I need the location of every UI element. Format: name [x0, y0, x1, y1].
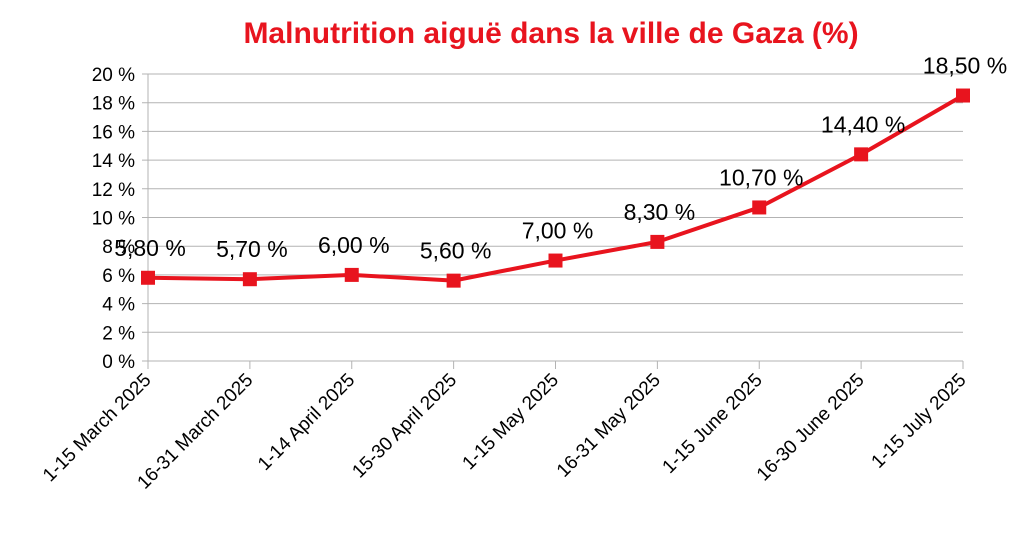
y-tick-label: 8 %: [102, 237, 135, 258]
data-label: 6,00 %: [318, 232, 390, 258]
x-tick-label: 16-30 June 2025: [753, 370, 869, 486]
y-tick-label: 14 %: [92, 151, 135, 172]
data-label: 18,50 %: [923, 53, 1007, 79]
x-tick-label: 1-15 July 2025: [868, 370, 971, 473]
gridlines: [142, 73, 963, 362]
y-tick-label: 12 %: [92, 180, 135, 201]
data-point-marker: [344, 267, 359, 282]
x-tick-label: 1-15 June 2025: [659, 370, 767, 478]
data-point-marker: [650, 234, 665, 249]
data-point-marker: [956, 88, 970, 103]
x-tick-label: 1-14 April 2025: [254, 370, 359, 475]
y-tick-label: 10 %: [92, 209, 135, 230]
axes: [147, 74, 964, 369]
y-tick-label: 16 %: [92, 122, 135, 143]
y-tick-label: 2 %: [102, 323, 135, 344]
data-label: 5,60 %: [420, 238, 492, 264]
x-tick-label: 16-31 May 2025: [553, 370, 665, 482]
data-point-marker: [548, 253, 563, 268]
y-tick-label: 6 %: [102, 266, 135, 287]
data-point-marker: [242, 272, 257, 287]
data-label: 10,70 %: [719, 164, 803, 190]
x-tick-label: 16-31 March 2025: [134, 370, 258, 494]
y-tick-label: 18 %: [92, 94, 135, 115]
y-tick-label: 20 %: [92, 65, 135, 86]
data-label: 8,30 %: [624, 199, 696, 225]
data-point-marker: [752, 200, 767, 215]
y-tick-label: 4 %: [102, 295, 135, 316]
x-tick-label: 15-30 April 2025: [348, 370, 461, 483]
data-labels: 5,80 % 5,70 % 6,00 % 5,60 % 7,00 % 8,30 % 10,7…: [114, 53, 1007, 264]
x-tick-label: 1-15 March 2025: [39, 370, 155, 486]
data-point-marker: [446, 273, 461, 288]
data-point-marker: [141, 270, 155, 285]
series: [141, 88, 970, 288]
data-point-marker: [854, 147, 869, 162]
x-tick-label: 1-15 May 2025: [459, 370, 563, 474]
data-label: 5,80 %: [114, 235, 186, 261]
data-label: 14,40 %: [821, 111, 905, 137]
data-label: 7,00 %: [522, 218, 594, 244]
data-label: 5,70 %: [216, 236, 288, 262]
y-axis-ticks: 0 % 2 % 4 % 6 % 8 % 10 % 12 % 14 % 16 % 18 % 20 %: [92, 65, 135, 373]
y-tick-label: 0 %: [102, 352, 135, 373]
chart-title: Malnutrition aiguë dans la ville de Gaza…: [243, 17, 858, 50]
